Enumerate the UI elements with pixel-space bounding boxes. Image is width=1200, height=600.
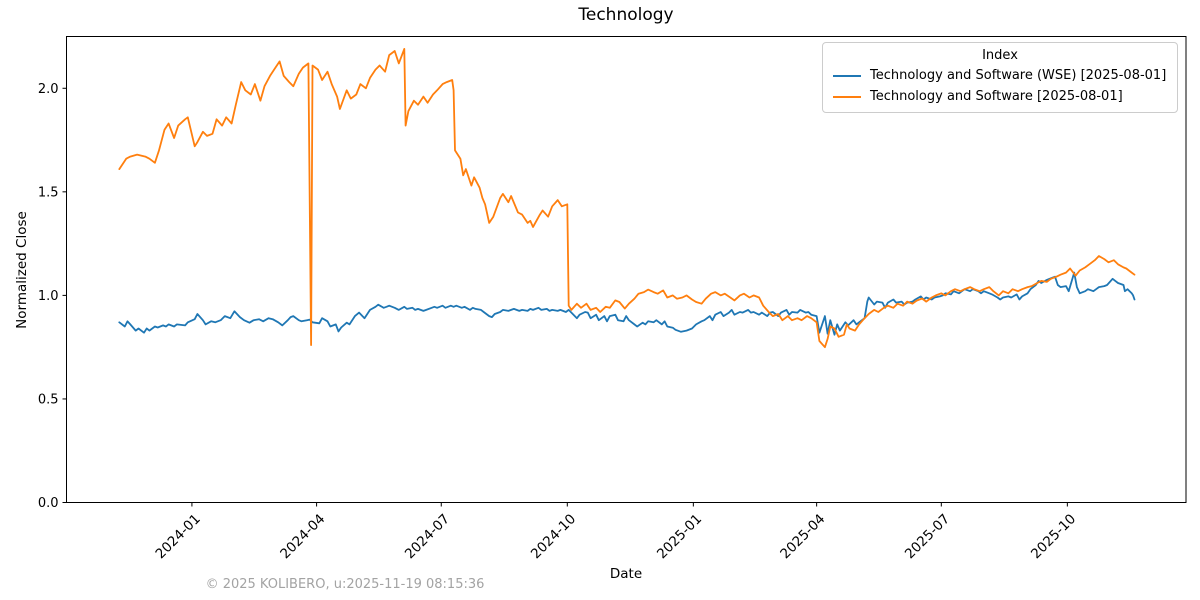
y-tick-label: 0.5: [38, 392, 59, 407]
legend-title: Index: [982, 48, 1018, 63]
y-axis-label: Normalized Close: [14, 211, 30, 329]
x-tick-label: 2024-04: [277, 511, 328, 562]
chart-title: Technology: [578, 5, 674, 25]
wse-series-swatch: [833, 74, 861, 77]
x-tick-label: 2024-01: [153, 511, 204, 562]
x-tick-label: 2025-01: [654, 511, 705, 562]
tech-series-swatch: [833, 95, 861, 98]
legend-entry: Technology and Software (WSE) [2025-08-0…: [823, 65, 1177, 86]
x-tick-label: 2024-07: [402, 511, 453, 562]
plot-border: [66, 36, 1187, 503]
x-tick-label: 2025-07: [902, 511, 953, 562]
legend-entry-label: Technology and Software [2025-08-01]: [870, 89, 1123, 104]
x-tick-label: 2025-10: [1028, 511, 1079, 562]
y-tick-label: 0.0: [38, 496, 59, 511]
y-tick-label: 1.5: [38, 185, 59, 200]
legend: Index Technology and Software (WSE) [202…: [822, 42, 1178, 113]
y-tick-label: 1.0: [38, 289, 59, 304]
x-tick-label: 2025-04: [777, 511, 828, 562]
x-axis-label: Date: [609, 566, 643, 582]
y-tick-label: 2.0: [38, 82, 59, 97]
legend-entry-label: Technology and Software (WSE) [2025-08-0…: [870, 68, 1167, 83]
wse-series-line: [118, 271, 1136, 336]
x-tick-label: 2024-10: [528, 511, 579, 562]
tech-series-line: [118, 48, 1136, 349]
footer-credit: © 2025 KOLIBERO, u:2025-11-19 08:15:36: [205, 577, 485, 592]
legend-entry: Technology and Software [2025-08-01]: [823, 86, 1177, 107]
